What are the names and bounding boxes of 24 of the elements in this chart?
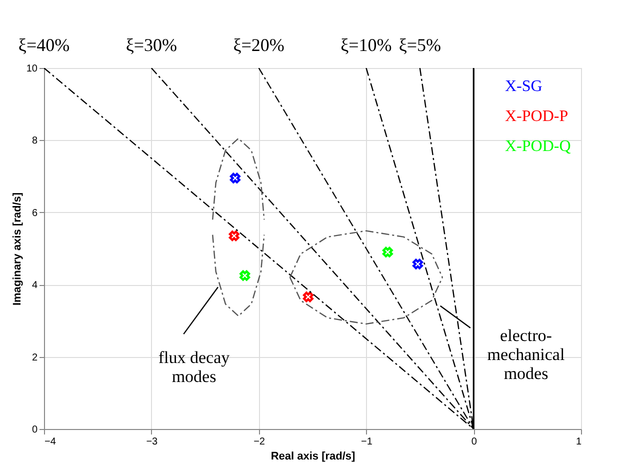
x-tick-label: −2	[254, 436, 266, 448]
y-tick-label: 6	[32, 208, 38, 219]
x-tick-label: −3	[146, 436, 158, 448]
y-tick-label: 10	[26, 64, 38, 74]
text: X-POD-P	[505, 108, 568, 125]
text: X-SG	[505, 78, 543, 95]
y-axis-title: Imaginary axis [rad/s]	[11, 192, 24, 306]
y-tick-label: 2	[32, 352, 38, 364]
x-axis-title: Real axis [rad/s]	[270, 450, 356, 462]
series-label: ξ=30%	[126, 35, 177, 55]
y-tick-label: 8	[32, 136, 38, 147]
text: X-POD-Q	[505, 138, 572, 155]
series-label: ξ=5%	[398, 35, 441, 55]
annotation: flux decay modes	[158, 348, 230, 386]
x-tick-label: 0	[471, 436, 478, 448]
series-label: ξ=40%	[18, 35, 70, 55]
y-tick-label: 4	[32, 280, 38, 292]
x-tick-label: 1	[576, 436, 582, 448]
series-label: ξ=10%	[340, 35, 392, 55]
annotation: electro- mechanical modes	[487, 326, 565, 383]
x-tick-label: −4	[44, 436, 56, 448]
series-label: ξ=20%	[233, 35, 284, 55]
x-tick-label: −1	[360, 436, 373, 448]
y-tick-label: 0	[32, 424, 38, 436]
